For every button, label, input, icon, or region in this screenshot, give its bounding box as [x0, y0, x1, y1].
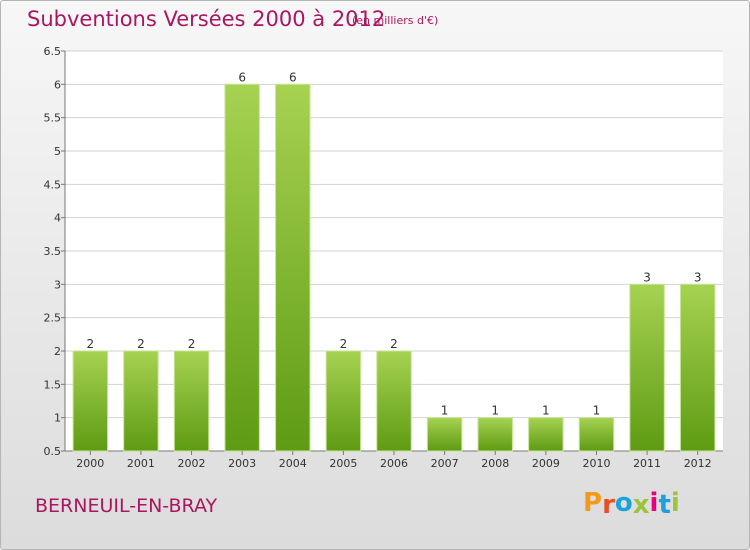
x-tick-label: 2005 [329, 457, 357, 470]
bar [426, 417, 463, 452]
data-label: 2 [86, 337, 94, 351]
y-tick-label: 3.5 [44, 245, 62, 258]
data-label: 1 [593, 404, 601, 418]
y-tick-label: 1.5 [44, 378, 62, 391]
bar [679, 283, 716, 452]
data-label: 1 [441, 404, 449, 418]
bar [275, 83, 311, 452]
proxiti-logo[interactable]: Proxiti [583, 488, 680, 520]
bar [629, 283, 665, 452]
logo-letter: P [583, 488, 603, 518]
x-tick-label: 2002 [178, 457, 206, 470]
data-label: 1 [491, 404, 499, 418]
x-tick-label: 2009 [532, 457, 560, 470]
data-label: 2 [137, 337, 145, 351]
bar [72, 350, 109, 452]
data-label: 3 [643, 270, 651, 284]
logo-letter: i [649, 488, 659, 518]
data-label: 6 [238, 70, 246, 84]
y-tick-label: 6.5 [44, 45, 62, 58]
bar [376, 350, 412, 452]
x-tick-label: 2007 [431, 457, 459, 470]
x-tick-label: 2006 [380, 457, 408, 470]
y-tick-label: 2 [54, 345, 61, 358]
bar [325, 350, 362, 452]
data-label: 2 [188, 337, 196, 351]
x-tick-label: 2012 [684, 457, 712, 470]
x-tick-label: 2003 [228, 457, 256, 470]
data-label: 3 [694, 270, 702, 284]
y-tick-label: 0.5 [44, 445, 62, 458]
data-label: 6 [289, 70, 297, 84]
chart-title: Subventions Versées 2000 à 2012 [27, 7, 386, 31]
bar [477, 417, 513, 452]
chart-subtitle: (en milliers d'€) [352, 14, 439, 27]
y-tick-label: 4.5 [44, 178, 62, 191]
x-tick-label: 2000 [76, 457, 104, 470]
logo-letter: r [602, 490, 615, 520]
x-tick-label: 2008 [481, 457, 509, 470]
data-label: 2 [390, 337, 398, 351]
bar [123, 350, 159, 452]
y-tick-label: 2.5 [44, 312, 62, 325]
logo-letter: i [670, 488, 680, 518]
y-tick-label: 6 [54, 78, 61, 91]
data-label: 1 [542, 404, 550, 418]
y-tick-label: 3 [54, 278, 61, 291]
y-tick-label: 5 [54, 145, 61, 158]
logo-letter: o [614, 488, 633, 518]
y-tick-label: 4 [54, 212, 61, 225]
x-tick-label: 2011 [633, 457, 661, 470]
y-tick-label: 5.5 [44, 112, 62, 125]
bar [578, 417, 615, 452]
bar [528, 417, 564, 452]
logo-letter: t [658, 490, 671, 520]
x-tick-label: 2010 [582, 457, 610, 470]
bar [224, 83, 260, 452]
data-label: 2 [340, 337, 348, 351]
x-tick-label: 2001 [127, 457, 155, 470]
bar [173, 350, 210, 452]
x-tick-label: 2004 [279, 457, 307, 470]
logo-letter: x [632, 490, 650, 520]
commune-name: BERNEUIL-EN-BRAY [35, 495, 218, 517]
y-tick-label: 1 [54, 412, 61, 425]
